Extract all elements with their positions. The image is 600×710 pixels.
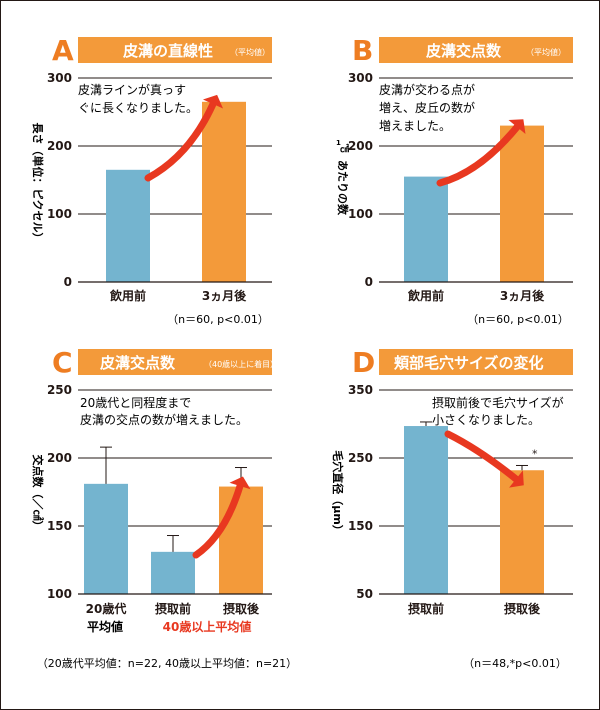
panel-header-bar bbox=[379, 349, 573, 375]
category-label: 摂取前 bbox=[408, 601, 444, 616]
trend-arrow-head bbox=[229, 476, 251, 490]
trend-arrow-head bbox=[202, 94, 224, 109]
y-tick-label: 100 bbox=[348, 207, 373, 221]
panel-header-bar bbox=[379, 37, 573, 63]
sample-note: （20歳代平均値：n=22, 40歳以上平均値：n=21） bbox=[37, 657, 297, 670]
panel-a: A 皮溝の直線性 （平均値） 皮溝ラインが真っす ぐに長くなりました。 長さ（単… bbox=[31, 34, 272, 326]
y-tick-label: 300 bbox=[348, 71, 373, 85]
panel-title-small: （平均値） bbox=[230, 47, 270, 57]
panel-title-small: （平均値） bbox=[526, 47, 566, 57]
annotation-line-1: 皮溝が交わる点が bbox=[379, 82, 475, 97]
y-tick-label: 0 bbox=[64, 275, 72, 289]
y-tick-label: 350 bbox=[348, 383, 373, 397]
y-tick-label: 200 bbox=[348, 139, 373, 153]
panel-letter: C bbox=[52, 346, 73, 379]
y-tick-label: 200 bbox=[47, 451, 72, 465]
annotation-line-1: 20歳代と同程度まで bbox=[80, 395, 191, 410]
panel-header-bar bbox=[78, 349, 272, 375]
y-axis-label: 交点数（／㎠） bbox=[31, 455, 45, 532]
y-tick-label: 100 bbox=[47, 207, 72, 221]
bar bbox=[219, 486, 263, 594]
category-label: 飲用前 bbox=[109, 288, 146, 303]
y-tick-label: 150 bbox=[47, 519, 72, 533]
panel-letter: A bbox=[52, 34, 74, 67]
category-label: 3ヵ月後 bbox=[500, 288, 545, 303]
bar bbox=[151, 551, 195, 594]
category-label: 摂取後 bbox=[504, 601, 541, 616]
y-tick-label: 250 bbox=[47, 383, 72, 397]
y-tick-label: 250 bbox=[348, 451, 373, 465]
bar bbox=[500, 470, 544, 594]
y-tick-label: 200 bbox=[47, 139, 72, 153]
bar bbox=[84, 483, 128, 594]
y-tick-label: 50 bbox=[356, 587, 373, 601]
panel-header-bar bbox=[78, 37, 272, 63]
y-tick-label: 150 bbox=[348, 519, 373, 533]
category-label: 3ヵ月後 bbox=[202, 288, 247, 303]
panel-d: D 頬部毛穴サイズの変化 摂取前後で毛穴サイズが 小さくなりました。 毛穴直径（… bbox=[331, 346, 573, 670]
y-tick-label: 100 bbox=[47, 587, 72, 601]
bar bbox=[404, 176, 448, 282]
annotation-line-1: 皮溝ラインが真っす bbox=[78, 82, 186, 97]
panel-letter: D bbox=[352, 346, 375, 379]
y-tick-label: 300 bbox=[47, 71, 72, 85]
annotation-line-2: 小さくなりました。 bbox=[432, 413, 540, 427]
panel-letter: B bbox=[352, 34, 373, 67]
y-axis-label: 毛穴直径（μm） bbox=[331, 450, 345, 536]
annotation-line-2: 増え、皮丘の数が bbox=[379, 100, 475, 115]
annotation-line-3: 増えました。 bbox=[379, 119, 451, 133]
bar bbox=[500, 125, 544, 282]
panel-b: B 皮溝交点数 （平均値） 皮溝が交わる点が 増え、皮丘の数が 増えました。 1… bbox=[336, 34, 573, 326]
trend-arrow bbox=[444, 430, 520, 483]
sample-note: （n＝48,*p<0.01） bbox=[463, 657, 567, 670]
annotation-line-1: 摂取前後で毛穴サイズが bbox=[432, 395, 564, 410]
bar bbox=[106, 169, 150, 282]
panel-c: C 皮溝交点数 （40歳以上に着目） 20歳代と同程度まで 皮溝の交点の数が増え… bbox=[31, 346, 297, 670]
annotation-line-2: ぐに長くなりました。 bbox=[78, 101, 198, 115]
category-label-line-2: 平均値 bbox=[87, 619, 123, 634]
trend-arrow bbox=[436, 123, 521, 187]
trend-arrow bbox=[192, 482, 244, 559]
panel-title: 皮溝交点数 bbox=[426, 42, 502, 60]
sample-note: （n＝60, p<0.01） bbox=[467, 313, 569, 326]
sample-note: （n＝60, p<0.01） bbox=[167, 313, 269, 326]
trend-arrow-head bbox=[509, 470, 524, 488]
category-label: 20歳代 bbox=[86, 601, 127, 616]
y-axis-label: あたりの数 bbox=[336, 160, 350, 216]
significance-star: * bbox=[532, 447, 538, 460]
panel-title: 皮溝の直線性 bbox=[123, 42, 213, 60]
y-axis-label-unit: ㎠ bbox=[340, 143, 349, 155]
annotation-line-2: 皮溝の交点の数が増えました。 bbox=[80, 412, 248, 427]
trend-arrow-head bbox=[508, 119, 526, 134]
category-label: 摂取後 bbox=[223, 601, 260, 616]
bar bbox=[202, 101, 246, 282]
panel-title: 頬部毛穴サイズの変化 bbox=[394, 354, 544, 372]
category-label: 摂取前 bbox=[155, 601, 191, 616]
category-label-line-2-red: 40歳以上平均値 bbox=[163, 619, 252, 634]
y-tick-label: 0 bbox=[365, 275, 373, 289]
trend-arrow bbox=[144, 100, 217, 182]
panel-title: 皮溝交点数 bbox=[100, 354, 176, 372]
panel-title-small: （40歳以上に着目） bbox=[204, 359, 278, 369]
category-label: 飲用前 bbox=[407, 288, 444, 303]
y-axis-label: 長さ（単位：ピクセル） bbox=[31, 123, 45, 244]
bar bbox=[404, 426, 448, 594]
y-axis-label-superscript: 1 bbox=[336, 139, 341, 147]
